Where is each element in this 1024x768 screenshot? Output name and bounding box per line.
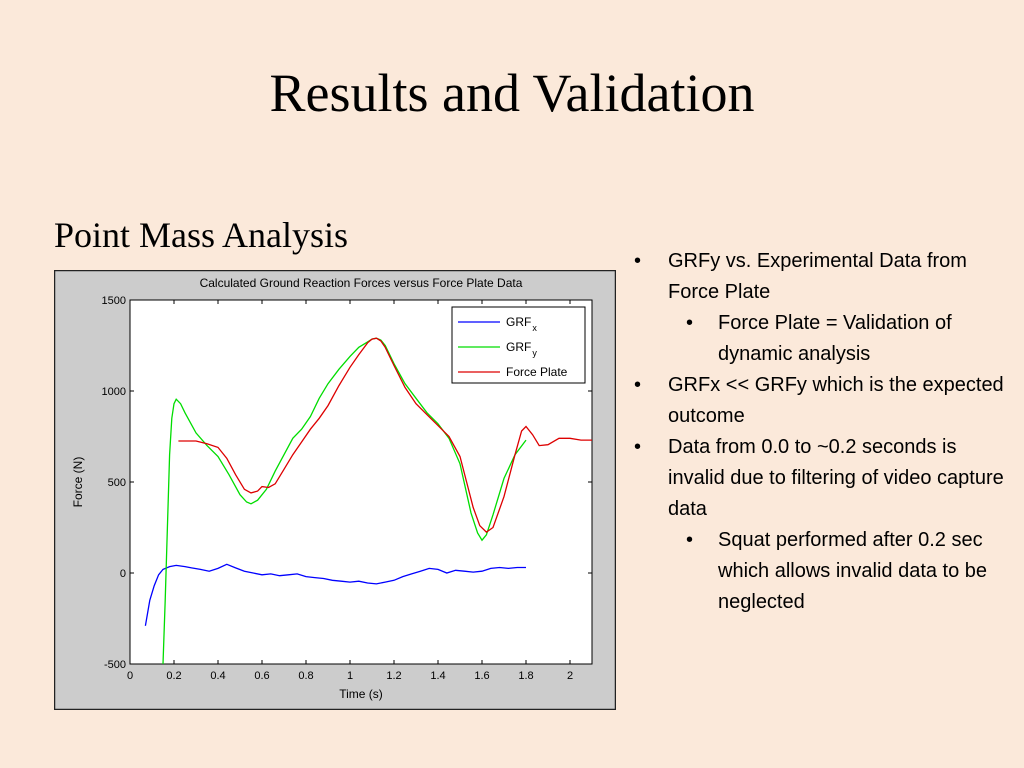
legend-label: GRF (506, 315, 531, 329)
chart-title: Calculated Ground Reaction Forces versus… (200, 276, 523, 290)
bullet-marker: • (634, 436, 642, 458)
slide-subtitle: Point Mass Analysis (54, 215, 349, 255)
y-axis-label: Force (N) (71, 457, 85, 508)
x-tick-label: 1.2 (386, 670, 401, 682)
bullet-text: GRFx << GRFy which is the expected outco… (668, 374, 1004, 427)
y-tick-label: 1500 (102, 295, 126, 307)
y-tick-label: -500 (104, 659, 126, 671)
x-tick-label: 0.4 (210, 670, 225, 682)
y-tick-label: 1000 (102, 386, 126, 398)
x-tick-label: 1.4 (430, 670, 445, 682)
bullet-text: Squat performed after 0.2 sec which allo… (718, 529, 988, 613)
y-tick-label: 500 (108, 477, 126, 489)
bullet-marker: • (634, 250, 642, 272)
bullet-list: • GRFy vs. Experimental Data from Force P… (628, 246, 1008, 618)
legend-subscript: y (532, 348, 537, 358)
legend-label: Force Plate (506, 365, 568, 379)
bullet-marker: • (634, 374, 642, 396)
x-tick-label: 2 (567, 670, 573, 682)
chart-figure: Calculated Ground Reaction Forces versus… (54, 270, 616, 710)
x-tick-label: 1.8 (518, 670, 533, 682)
x-tick-label: 0.6 (254, 670, 269, 682)
bullet-item: • GRFx << GRFy which is the expected outc… (628, 370, 1008, 432)
x-tick-label: 0.2 (166, 670, 181, 682)
legend-label: GRF (506, 340, 531, 354)
x-tick-label: 1.6 (474, 670, 489, 682)
x-tick-label: 0.8 (298, 670, 313, 682)
slide-title: Results and Validation (269, 63, 755, 123)
x-tick-label: 1 (347, 670, 353, 682)
bullet-item: • Force Plate = Validation of dynamic ana… (628, 308, 1008, 370)
bullet-marker: • (686, 312, 694, 334)
x-axis-label: Time (s) (339, 687, 383, 701)
bullet-text: GRFy vs. Experimental Data from Force Pl… (668, 250, 967, 303)
x-tick-label: 0 (127, 670, 133, 682)
series-line-force-plate (178, 337, 592, 533)
bullet-text: Data from 0.0 to ~0.2 seconds is invalid… (668, 436, 1004, 520)
series-line-grfx (144, 563, 526, 626)
bullet-item: • Data from 0.0 to ~0.2 seconds is invali… (628, 432, 1008, 525)
bullet-item: • GRFy vs. Experimental Data from Force P… (628, 246, 1008, 308)
legend-box (451, 306, 586, 384)
bullet-text: Force Plate = Validation of dynamic anal… (718, 312, 952, 365)
legend-subscript: x (532, 323, 537, 333)
series-line-grfy (162, 337, 527, 664)
bullet-marker: • (686, 529, 694, 551)
y-tick-label: 0 (120, 568, 126, 580)
bullet-item: • Squat performed after 0.2 sec which all… (628, 525, 1008, 618)
